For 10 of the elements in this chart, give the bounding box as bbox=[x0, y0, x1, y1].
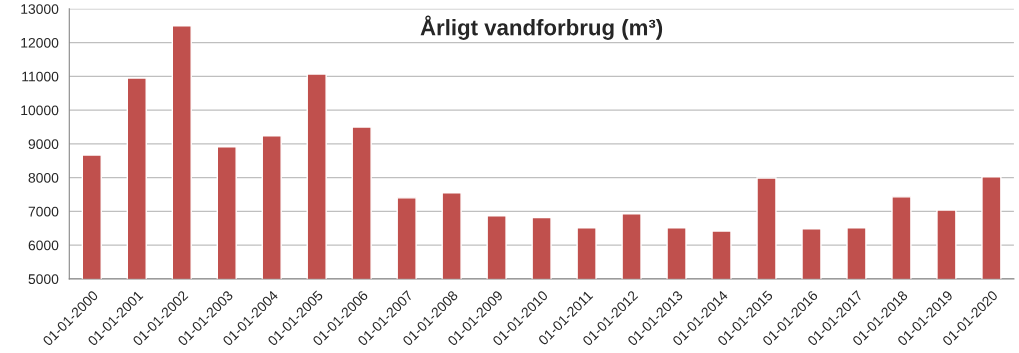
y-tick-label: 11000 bbox=[22, 71, 59, 82]
y-tick-label: 8000 bbox=[28, 172, 59, 183]
y-tick-label: 5000 bbox=[28, 274, 59, 285]
y-tick-label: 12000 bbox=[21, 37, 59, 48]
y-tick-label: 7000 bbox=[28, 206, 59, 217]
y-tick-label: 13000 bbox=[21, 4, 59, 14]
y-tick-label: 9000 bbox=[28, 139, 59, 150]
chart-title: Årligt vandforbrug (m³) bbox=[420, 15, 663, 40]
y-tick-label: 6000 bbox=[28, 240, 59, 251]
y-tick-label: 10000 bbox=[21, 105, 59, 116]
